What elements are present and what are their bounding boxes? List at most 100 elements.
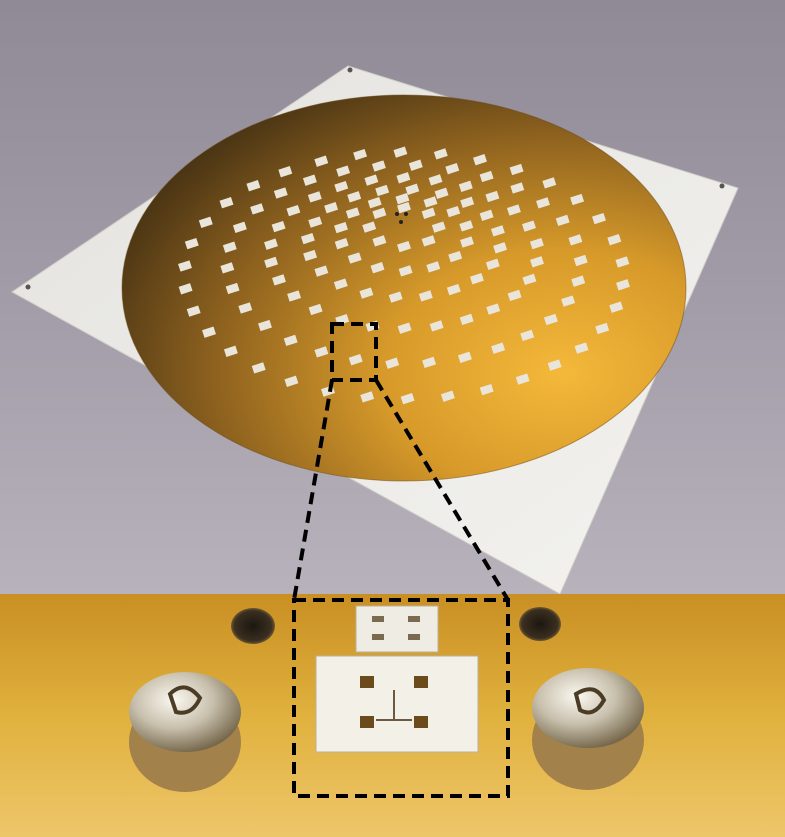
array-element [178,260,192,272]
array-element [473,154,487,166]
array-element [246,180,261,192]
array-element [422,356,437,369]
array-element [250,203,265,215]
array-element [479,170,494,183]
array-element [283,334,298,347]
array-element [448,250,463,263]
array-element [308,216,323,228]
array-element [459,313,474,326]
array-element [428,174,443,186]
array-element [570,193,585,206]
array-element [426,261,441,273]
array-element [375,184,390,197]
array-element [423,196,438,208]
array-element [615,256,630,268]
array-element [388,291,403,303]
array-element [202,326,216,338]
array-element [278,166,293,178]
array-element [273,187,288,199]
array-element [251,362,266,374]
array-element [485,190,500,203]
array-element [314,155,329,167]
array-element [491,342,506,354]
array-element [307,191,322,203]
array-element [198,216,213,228]
screw-right [532,668,644,790]
array-element [395,193,410,205]
array-element [574,342,589,354]
array-element [592,212,606,225]
array-element [232,221,247,233]
array-element [347,191,362,203]
array-element [561,295,576,307]
array-element [184,237,199,250]
array-element [345,207,360,219]
array-element [360,391,375,403]
array-element [429,320,444,332]
array-element [258,319,272,332]
array-element [607,234,622,246]
array-element [506,204,521,216]
array-element [543,313,558,326]
array-element [225,282,240,295]
array-element [609,301,624,313]
array-element [385,357,400,369]
array-element [397,240,411,253]
array-element [303,249,318,262]
array-element [362,221,377,233]
array-element [336,165,351,177]
array-element [287,290,302,302]
array-element [529,237,544,250]
array-element [485,258,500,270]
array-element [308,303,323,316]
array-element [515,373,530,385]
array-element [219,197,234,209]
array-element [397,322,412,334]
array-element [314,265,329,277]
array-element [302,174,317,186]
array-element [222,241,237,253]
array-element [507,289,522,302]
array-element [571,275,586,287]
array-element [536,197,550,209]
array-element [434,187,449,199]
array-element [334,238,349,250]
array-element [359,287,374,299]
array-element [433,148,448,160]
array-element [421,207,436,219]
via-hole [519,607,561,641]
array-element [364,174,379,186]
array-element [371,160,386,172]
array-element [530,256,544,268]
array-element [431,221,446,233]
array-element [370,262,385,274]
array-element [367,197,382,209]
array-element [220,262,235,274]
array-element [458,180,473,192]
array-element [223,345,238,357]
array-element [271,220,286,233]
antenna-array-photo [0,0,785,594]
array-element [353,148,368,161]
array-element [542,177,557,189]
mounting-hole [25,284,31,290]
array-element [186,305,201,317]
array-element [300,232,315,245]
array-element [446,283,461,296]
array-element [178,283,193,295]
array-element [372,207,387,219]
array-element [522,220,536,232]
array-element [347,252,362,264]
array-element [286,204,301,217]
array-element [334,180,349,193]
array-element [510,182,525,194]
array-element [479,209,494,221]
array-element [372,235,387,247]
array-element [568,234,583,246]
array-element [457,351,472,363]
array-element [446,205,461,218]
array-element [418,290,433,302]
array-element [333,278,348,290]
array-element [408,159,423,171]
